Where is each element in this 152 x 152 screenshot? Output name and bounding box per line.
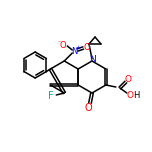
Text: O: O <box>84 43 91 52</box>
Text: O: O <box>126 90 133 100</box>
Text: N: N <box>71 47 78 55</box>
Text: ⁻: ⁻ <box>58 40 62 46</box>
Text: O: O <box>124 74 131 83</box>
Text: O: O <box>60 41 67 50</box>
Text: F: F <box>48 91 54 101</box>
Text: N: N <box>90 55 96 64</box>
Text: O: O <box>84 103 92 113</box>
Text: H: H <box>133 90 139 100</box>
Text: +: + <box>75 45 80 50</box>
